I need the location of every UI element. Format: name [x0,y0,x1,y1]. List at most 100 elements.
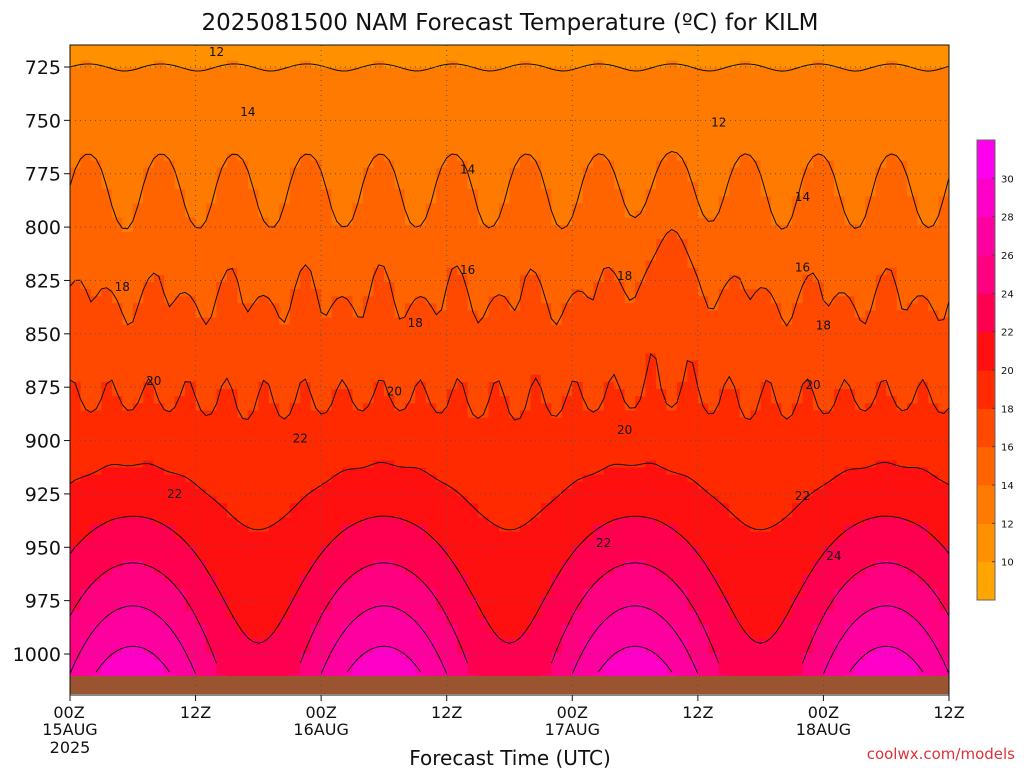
field-cell [289,153,301,162]
field-cell [540,660,552,669]
field-cell [425,603,437,611]
field-cell [153,53,165,62]
field-cell [373,331,385,340]
field-cell [478,588,490,597]
field-cell [80,446,92,454]
field-cell [635,217,647,226]
field-cell [404,45,416,47]
field-cell [635,246,647,255]
field-cell [509,667,521,676]
field-cell [635,431,647,440]
field-cell [593,403,605,412]
field-cell [174,160,186,169]
field-cell [153,103,165,112]
field-cell [530,653,542,661]
field-cell [143,203,155,212]
field-cell [436,331,448,340]
field-cell [132,82,144,90]
field-cell [310,353,322,362]
field-cell [226,403,239,412]
field-cell [132,281,144,290]
field-cell [237,560,249,569]
field-cell [216,474,228,483]
field-cell [185,146,197,155]
field-cell [540,281,552,290]
field-cell [446,310,458,319]
field-cell [561,82,573,90]
field-cell [174,653,186,661]
field-cell [593,45,605,47]
field-cell [132,117,144,126]
field-cell [499,567,511,576]
field-cell [540,260,552,269]
field-cell [415,660,427,669]
field-cell [258,560,270,569]
field-cell [404,660,416,669]
field-cell [499,203,511,212]
field-cell [394,274,406,283]
field-cell [645,331,657,340]
field-cell [425,317,437,326]
field-cell [394,624,406,633]
field-cell [310,217,322,226]
field-cell [268,331,280,340]
field-cell [603,53,615,62]
field-cell [561,346,573,354]
field-cell [467,260,479,269]
field-cell [289,45,301,47]
field-cell [446,646,458,654]
field-cell [279,424,291,433]
field-cell [206,588,218,597]
field-cell [80,560,92,569]
field-cell [614,46,626,55]
field-cell [289,524,301,533]
field-cell [415,331,427,340]
field-cell [247,267,259,276]
field-cell [174,303,186,312]
field-cell [310,553,322,561]
field-cell [352,82,364,90]
field-cell [457,546,469,554]
field-cell [226,588,239,597]
field-cell [331,667,343,676]
field-cell [310,474,322,483]
field-cell [582,417,594,426]
field-cell [551,588,563,597]
field-cell [70,503,82,512]
field-cell [446,403,458,412]
field-cell [404,560,416,569]
field-cell [174,346,186,354]
field-cell [540,153,552,162]
field-cell [310,339,322,347]
field-cell [185,503,197,512]
field-cell [624,339,636,347]
field-cell [80,353,92,362]
field-cell [415,610,427,619]
field-cell [540,517,552,526]
field-cell [446,174,458,183]
field-cell [185,631,197,640]
field-cell [70,196,82,205]
field-cell [603,574,615,583]
field-cell [551,353,563,362]
field-cell [645,281,657,290]
field-cell [132,196,144,205]
field-cell [216,203,228,212]
field-cell [457,467,469,476]
field-cell [258,346,270,354]
field-cell [195,596,207,604]
field-cell [226,89,239,97]
field-cell [258,124,270,133]
field-cell [614,339,626,347]
field-cell [603,289,615,297]
field-cell [363,53,375,62]
field-cell [352,417,364,426]
field-cell [122,310,134,319]
field-cell [185,439,197,447]
field-cell [457,538,469,547]
field-cell [174,267,186,276]
field-cell [561,403,573,412]
field-cell [342,110,354,119]
field-cell [300,174,312,183]
field-cell [363,267,375,276]
